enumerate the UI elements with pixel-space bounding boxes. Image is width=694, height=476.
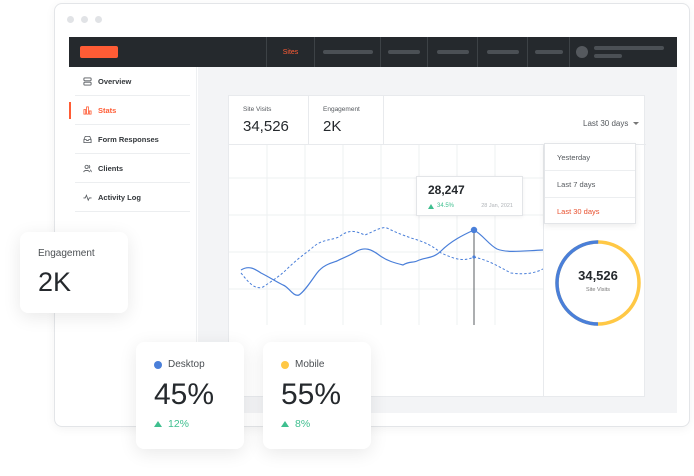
trend-up-icon — [154, 421, 162, 427]
sidebar-item-activity-log[interactable]: Activity Log — [75, 183, 190, 212]
site-visits-donut: 34,526 Site Visits — [554, 239, 642, 327]
stats-card: Site Visits 34,526 Engagement 2K Last 30… — [228, 95, 646, 397]
tab-sites[interactable]: Sites — [266, 37, 314, 67]
main-content: Site Visits 34,526 Engagement 2K Last 30… — [198, 67, 677, 413]
desktop-card: Desktop 45% 12% — [136, 342, 244, 449]
chart-tooltip: 28,247 34.5% 28 Jan, 2021 — [416, 176, 523, 216]
desktop-label: Desktop — [168, 359, 205, 370]
users-icon — [83, 164, 92, 172]
sidebar-item-label: Clients — [98, 163, 124, 173]
tooltip-change-value: 34.5% — [437, 203, 455, 209]
desktop-change-value: 12% — [168, 418, 190, 430]
mobile-label: Mobile — [295, 359, 325, 370]
previous-period-line — [240, 227, 543, 289]
nav-tab-placeholder[interactable] — [314, 37, 380, 67]
stat-value: 34,526 — [243, 118, 289, 135]
sidebar-item-label: Stats — [98, 105, 117, 115]
mobile-value: 55% — [281, 378, 342, 411]
desktop-value: 45% — [154, 378, 215, 411]
highlight-point — [470, 226, 478, 234]
mobile-change-value: 8% — [295, 418, 311, 430]
trend-up-icon — [281, 421, 289, 427]
user-menu[interactable] — [569, 37, 664, 67]
window-dot[interactable] — [81, 16, 88, 23]
sidebar-item-label: Overview — [98, 76, 132, 86]
date-range-label: Last 30 days — [583, 119, 629, 128]
desktop-change: 12% — [154, 418, 244, 430]
activity-icon — [83, 193, 92, 201]
sidebar-item-stats[interactable]: Stats — [69, 96, 190, 125]
trend-up-icon — [428, 203, 434, 209]
divider — [229, 144, 646, 145]
avatar[interactable] — [576, 46, 588, 58]
stat-label: Site Visits — [243, 106, 272, 113]
donut-value: 34,526 — [578, 268, 618, 283]
dropdown-option-last-7-days[interactable]: Last 7 days — [545, 171, 635, 198]
sidebar-item-label: Form Responses — [98, 134, 159, 144]
donut-label: Site Visits — [585, 287, 611, 293]
date-range-selector[interactable]: Last 30 days — [583, 119, 640, 128]
engagement-label: Engagement — [38, 248, 95, 259]
nav-tab-placeholder[interactable] — [380, 37, 427, 67]
divider — [543, 144, 544, 397]
line-chart — [229, 145, 543, 325]
chevron-down-icon — [633, 122, 640, 125]
sidebar-item-clients[interactable]: Clients — [75, 154, 190, 183]
mobile-dot — [281, 360, 289, 369]
engagement-card: Engagement 2K — [20, 232, 128, 313]
sidebar-item-form-responses[interactable]: Form Responses — [75, 125, 190, 154]
tooltip-change: 34.5% — [428, 203, 454, 209]
stat-label: Engagement — [323, 106, 360, 113]
engagement-value: 2K — [38, 267, 72, 297]
tooltip-value: 28,247 — [428, 183, 465, 197]
window-dot[interactable] — [95, 16, 102, 23]
engagement-stat: Engagement 2K — [309, 96, 384, 144]
tooltip-date: 28 Jan, 2021 — [481, 203, 513, 209]
donut-chart — [555, 240, 641, 326]
mobile-card: Mobile 55% 8% — [263, 342, 371, 449]
previous-point — [472, 255, 476, 259]
bar-chart-icon — [83, 105, 92, 115]
site-visits-line — [240, 229, 543, 296]
inbox-icon — [83, 135, 92, 143]
database-icon — [83, 76, 92, 86]
nav-tab-placeholder[interactable] — [527, 37, 569, 67]
window-controls — [67, 16, 102, 23]
stat-value: 2K — [323, 118, 342, 135]
dropdown-option-yesterday[interactable]: Yesterday — [545, 144, 635, 171]
sidebar-item-overview[interactable]: Overview — [75, 67, 190, 96]
mobile-change: 8% — [281, 418, 371, 430]
dropdown-option-last-30-days[interactable]: Last 30 days — [557, 207, 600, 216]
site-visits-stat: Site Visits 34,526 — [229, 96, 309, 144]
nav-tab-placeholder[interactable] — [477, 37, 527, 67]
top-navigation-bar: Sites — [69, 37, 677, 67]
date-range-dropdown: Yesterday Last 7 days Last 30 days — [544, 143, 636, 224]
browser-window: Sites Overview Stats Form Responses — [54, 3, 690, 427]
window-dot[interactable] — [67, 16, 74, 23]
nav-tabs: Sites — [266, 37, 569, 67]
sidebar-item-label: Activity Log — [98, 192, 141, 202]
nav-tab-placeholder[interactable] — [427, 37, 477, 67]
desktop-dot — [154, 360, 162, 369]
brand-logo[interactable] — [80, 46, 118, 58]
